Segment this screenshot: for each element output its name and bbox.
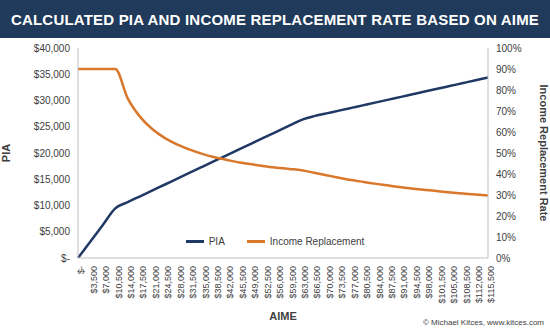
svg-text:$40,000: $40,000	[34, 43, 71, 54]
svg-text:$21,000: $21,000	[151, 266, 161, 299]
svg-text:Income Replacement Rate: Income Replacement Rate	[538, 85, 542, 222]
html-text:PIA: PIA	[208, 236, 225, 247]
svg-text:$38,500: $38,500	[213, 266, 223, 299]
svg-text:$-: $-	[76, 266, 86, 274]
svg-text:$105,000: $105,000	[449, 266, 459, 304]
svg-text:$17,500: $17,500	[139, 266, 149, 299]
svg-text:$45,500: $45,500	[238, 266, 248, 299]
svg-text:$101,500: $101,500	[437, 266, 447, 304]
svg-text:0%: 0%	[496, 253, 511, 264]
svg-text:$3,500: $3,500	[89, 266, 99, 294]
svg-text:$63,000: $63,000	[300, 266, 310, 299]
svg-text:100%: 100%	[496, 43, 522, 54]
svg-text:$24,500: $24,500	[163, 266, 173, 299]
svg-text:$56,000: $56,000	[275, 266, 285, 299]
html-text:© Michael Kitces, www.kitces.c: © Michael Kitces, www.kitces.com	[423, 318, 544, 327]
svg-text:$7,000: $7,000	[101, 266, 111, 294]
svg-text:60%: 60%	[496, 127, 516, 138]
svg-text:$10,000: $10,000	[34, 200, 71, 211]
svg-text:$77,000: $77,000	[350, 266, 360, 299]
svg-text:$-: $-	[61, 253, 70, 264]
svg-text:$10,500: $10,500	[114, 266, 124, 299]
svg-text:10%: 10%	[496, 232, 516, 243]
svg-text:30%: 30%	[496, 190, 516, 201]
svg-text:$87,500: $87,500	[387, 266, 397, 299]
svg-text:$20,000: $20,000	[34, 148, 71, 159]
svg-text:AIME: AIME	[269, 310, 297, 322]
svg-text:50%: 50%	[496, 148, 516, 159]
svg-text:PIA: PIA	[8, 144, 12, 162]
svg-text:$30,000: $30,000	[34, 95, 71, 106]
html-text:CALCULATED PIA AND INCOME REPL: CALCULATED PIA AND INCOME REPLACEMENT RA…	[10, 10, 540, 28]
svg-text:$91,000: $91,000	[399, 266, 409, 299]
svg-text:$115,500: $115,500	[486, 266, 496, 303]
svg-text:$84,000: $84,000	[375, 266, 385, 299]
svg-text:$5,000: $5,000	[39, 226, 70, 237]
svg-text:20%: 20%	[496, 211, 516, 222]
svg-text:$108,500: $108,500	[462, 266, 472, 304]
svg-text:$14,000: $14,000	[126, 266, 136, 299]
svg-text:$15,000: $15,000	[34, 174, 71, 185]
svg-text:80%: 80%	[496, 85, 516, 96]
svg-text:$31,500: $31,500	[188, 266, 198, 299]
svg-text:$59,500: $59,500	[288, 266, 298, 299]
html-text:Income Replacement: Income Replacement	[269, 236, 365, 247]
svg-text:$35,000: $35,000	[201, 266, 211, 299]
svg-text:$80,500: $80,500	[362, 266, 372, 299]
svg-text:70%: 70%	[496, 106, 516, 117]
svg-text:$73,500: $73,500	[337, 266, 347, 299]
svg-text:$70,000: $70,000	[325, 266, 335, 299]
svg-text:$98,000: $98,000	[424, 266, 434, 299]
svg-text:$42,000: $42,000	[225, 266, 235, 299]
svg-text:$25,000: $25,000	[34, 121, 71, 132]
svg-text:$66,500: $66,500	[312, 266, 322, 299]
svg-text:90%: 90%	[496, 64, 516, 75]
svg-text:$35,000: $35,000	[34, 69, 71, 80]
svg-text:$112,000: $112,000	[474, 266, 484, 303]
svg-text:$49,000: $49,000	[250, 266, 260, 299]
svg-text:$28,000: $28,000	[176, 266, 186, 299]
svg-text:$52,500: $52,500	[263, 266, 273, 299]
svg-text:$94,500: $94,500	[412, 266, 422, 299]
svg-text:40%: 40%	[496, 169, 516, 180]
